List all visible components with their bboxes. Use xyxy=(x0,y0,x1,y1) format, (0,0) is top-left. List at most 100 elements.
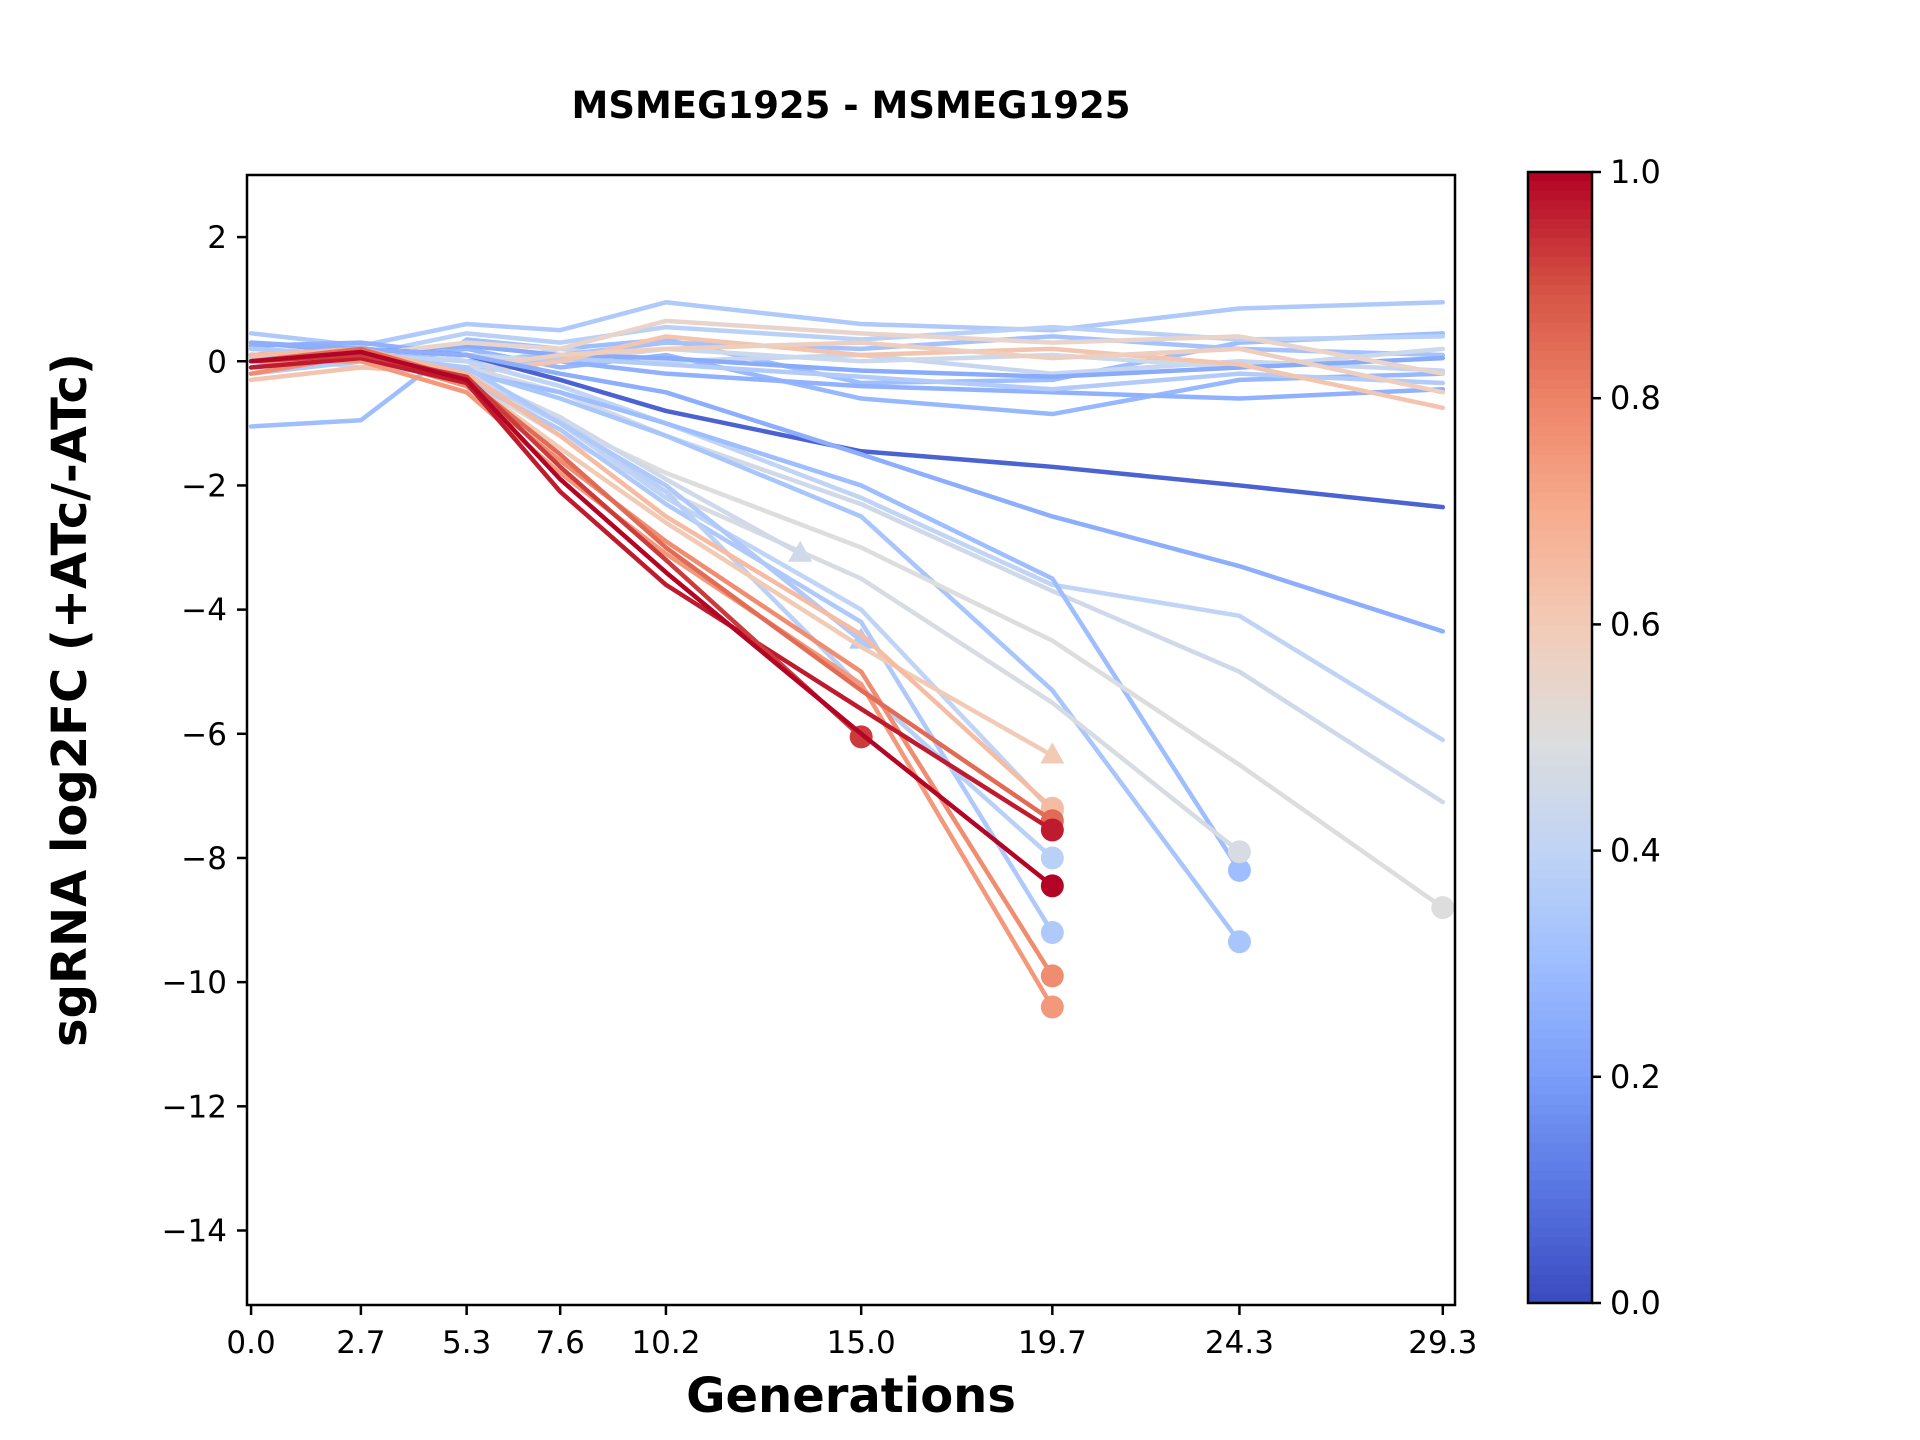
series-endpoint-marker xyxy=(1040,846,1064,870)
colorbar-gradient-segment xyxy=(1528,1218,1592,1229)
series-line-29 xyxy=(248,359,1055,1010)
colorbar-gradient-segment xyxy=(1528,530,1592,541)
colorbar-gradient-segment xyxy=(1528,1123,1592,1135)
colorbar-gradient-segment xyxy=(1528,690,1592,701)
colorbar-gradient-segment xyxy=(1528,501,1592,513)
colorbar-gradient-segment xyxy=(1528,341,1592,353)
colorbar-gradient-segment xyxy=(1528,1020,1592,1031)
colorbar-gradient-segment xyxy=(1528,850,1592,862)
colorbar-gradient-segment xyxy=(1528,633,1592,645)
colorbar-gradient-segment xyxy=(1528,926,1592,937)
colorbar-gradient-segment xyxy=(1528,935,1592,946)
colorbar-gradient-segment xyxy=(1528,822,1592,833)
colorbar-gradient-segment xyxy=(1528,680,1592,692)
colorbar-gradient-segment xyxy=(1528,426,1592,437)
colorbar-gradient-segment xyxy=(1528,1086,1592,1097)
colorbar-gradient-segment xyxy=(1528,1227,1592,1239)
colorbar-gradient-segment xyxy=(1528,172,1592,183)
colorbar-tick-label: 0.6 xyxy=(1610,605,1661,643)
colorbar-gradient-segment xyxy=(1528,332,1592,343)
series-line-1 xyxy=(248,300,1446,348)
x-tick-label: 0.0 xyxy=(226,1325,275,1361)
series-endpoint-marker xyxy=(1040,874,1064,898)
series-endpoint-marker xyxy=(1040,995,1064,1019)
series-line-0 xyxy=(248,331,1446,429)
colorbar-gradient-segment xyxy=(1528,973,1592,984)
colorbar-gradient-segment xyxy=(1528,1246,1592,1257)
colorbar-gradient-segment xyxy=(1528,860,1592,871)
colorbar-gradient-segment xyxy=(1528,1105,1592,1116)
colorbar-gradient-segment xyxy=(1528,379,1592,390)
colorbar-gradient-segment xyxy=(1528,652,1592,664)
x-axis-label: Generations xyxy=(686,1368,1016,1424)
colorbar-gradient-segment xyxy=(1528,351,1592,362)
colorbar-gradient-segment xyxy=(1528,1067,1592,1078)
chart-title: MSMEG1925 - MSMEG1925 xyxy=(572,84,1131,127)
y-tick-label: −2 xyxy=(181,468,227,504)
colorbar-gradient-segment xyxy=(1528,586,1592,598)
series-lines-layer xyxy=(248,300,1455,1019)
colorbar-gradient-segment xyxy=(1528,709,1592,720)
colorbar-gradient-segment xyxy=(1528,313,1592,324)
series-endpoint-marker xyxy=(1040,964,1064,988)
y-tick-label: −8 xyxy=(181,841,227,877)
colorbar-gradient-segment xyxy=(1528,1265,1592,1276)
colorbar-gradient-segment xyxy=(1528,256,1592,268)
colorbar-gradient-segment xyxy=(1528,483,1592,494)
colorbar-gradient-segment xyxy=(1528,435,1592,447)
axes-layer: 0.0 2.7 5.3 7.6 10.2 15.0 19.7 24.3 29.3 2 0 −2 −4 −6… xyxy=(162,173,1477,1361)
colorbar-gradient-segment xyxy=(1528,944,1592,956)
colorbar-gradient-segment xyxy=(1528,1057,1592,1069)
colorbar-gradient-segment xyxy=(1528,294,1592,305)
colorbar-gradient-segment xyxy=(1528,1293,1592,1304)
colorbar-gradient-segment xyxy=(1528,737,1592,748)
x-tick-label: 7.6 xyxy=(536,1325,585,1361)
colorbar-gradient-segment xyxy=(1528,567,1592,579)
colorbar-gradient-segment xyxy=(1528,718,1592,730)
series-endpoint-marker xyxy=(1040,818,1064,842)
colorbar-gradient-segment xyxy=(1528,728,1592,739)
colorbar-gradient-segment xyxy=(1528,888,1592,899)
colorbar-gradient-segment xyxy=(1528,473,1592,485)
colorbar-gradient-segment xyxy=(1528,464,1592,475)
colorbar-gradient-segment xyxy=(1528,388,1592,400)
colorbar-gradient-segment xyxy=(1528,454,1592,466)
colorbar-gradient-segment xyxy=(1528,1039,1592,1050)
colorbar-gradient-segment xyxy=(1528,1152,1592,1163)
series-line-18 xyxy=(248,352,1242,945)
series-line-17 xyxy=(248,359,1242,873)
plot-border xyxy=(245,173,1457,1307)
x-tick-label: 5.3 xyxy=(442,1325,491,1361)
colorbar-gradient-segment xyxy=(1528,869,1592,880)
colorbar-gradient-segment xyxy=(1528,520,1592,532)
series-endpoint-marker xyxy=(1040,920,1064,944)
colorbar-gradient-segment xyxy=(1528,991,1592,1003)
colorbar-gradient-segment xyxy=(1528,1189,1592,1201)
colorbar-gradient-segment xyxy=(1528,1029,1592,1041)
colorbar-gradient-segment xyxy=(1528,624,1592,635)
y-tick-label: −10 xyxy=(162,965,227,1001)
y-tick-label: 0 xyxy=(207,344,227,380)
x-tick-label: 29.3 xyxy=(1408,1325,1477,1361)
colorbar-gradient-segment xyxy=(1528,1208,1592,1220)
colorbar-gradient-segment xyxy=(1528,577,1592,588)
colorbar-gradient-segment xyxy=(1528,812,1592,824)
series-line-6 xyxy=(248,340,1446,401)
colorbar-gradient-segment xyxy=(1528,275,1592,287)
colorbar-gradient-segment xyxy=(1528,303,1592,315)
colorbar-gradient-segment xyxy=(1528,369,1592,381)
colorbar-gradient-segment xyxy=(1528,237,1592,249)
colorbar-tick-label: 0.4 xyxy=(1610,832,1661,870)
colorbar-gradient-segment xyxy=(1528,1274,1592,1286)
y-tick-label: −14 xyxy=(162,1213,227,1249)
series-line-28 xyxy=(248,352,1055,979)
y-tick-label: −6 xyxy=(181,717,227,753)
colorbar-gradient-segment xyxy=(1528,1284,1592,1295)
colorbar-gradient-segment xyxy=(1528,417,1592,428)
colorbar-gradient-segment xyxy=(1528,1048,1592,1059)
colorbar-gradient-segment xyxy=(1528,1180,1592,1191)
colorbar-gradient-segment xyxy=(1528,285,1592,296)
colorbar-gradient-segment xyxy=(1528,322,1592,334)
